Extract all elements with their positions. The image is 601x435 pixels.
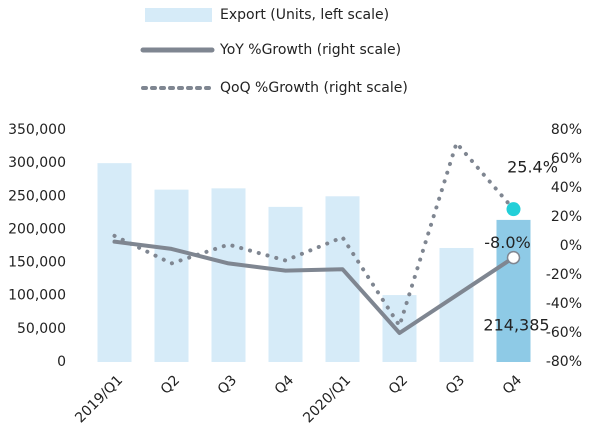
x-tick-label: Q2 xyxy=(158,372,183,397)
y2-tick-label: 0% xyxy=(560,238,582,254)
y-tick-label: 0 xyxy=(57,354,66,370)
dotted-line xyxy=(112,141,516,328)
y-tick-label: 100,000 xyxy=(8,288,66,304)
data-label: 25.4% xyxy=(507,158,558,177)
line xyxy=(112,239,516,335)
x-tick-label: Q4 xyxy=(500,372,525,397)
legend-swatch xyxy=(145,8,212,22)
y2-tick-label: 40% xyxy=(551,180,582,196)
y2-tick-label: -60% xyxy=(546,325,582,341)
x-tick-label: Q4 xyxy=(272,372,297,397)
x-tick-label: Q2 xyxy=(386,372,411,397)
point-marker xyxy=(506,202,521,217)
y-tick-label: 200,000 xyxy=(8,221,66,237)
y-tick-label: 300,000 xyxy=(8,155,66,171)
y2-tick-label: 80% xyxy=(551,122,582,138)
legend-label: YoY %Growth (right scale) xyxy=(219,42,401,58)
y2-tick-label: -80% xyxy=(546,354,582,370)
data-label: 214,385 xyxy=(483,315,549,334)
bar xyxy=(211,188,246,362)
legend-label: Export (Units, left scale) xyxy=(220,7,389,23)
y-tick-label: 350,000 xyxy=(8,122,66,138)
x-tick-label: Q3 xyxy=(215,372,240,397)
bar xyxy=(154,189,189,362)
bar xyxy=(382,295,417,362)
point-marker xyxy=(506,250,521,265)
y-tick-label: 150,000 xyxy=(8,255,66,271)
y2-tick-label: 60% xyxy=(551,151,582,167)
y-tick-label: 250,000 xyxy=(8,188,66,204)
y-tick-label: 50,000 xyxy=(17,321,66,337)
bar xyxy=(496,219,531,362)
bar xyxy=(97,163,132,362)
data-label: -8.0% xyxy=(484,233,530,252)
x-tick-label: 2019/Q1 xyxy=(72,372,126,426)
bar xyxy=(268,206,303,362)
y2-tick-label: -20% xyxy=(546,267,582,283)
legend-label: QoQ %Growth (right scale) xyxy=(220,80,408,96)
y2-tick-label: -40% xyxy=(546,296,582,312)
bar xyxy=(325,196,360,362)
x-tick-label: Q3 xyxy=(443,372,468,397)
x-tick-label: 2020/Q1 xyxy=(300,372,354,426)
y2-tick-label: 20% xyxy=(551,209,582,225)
